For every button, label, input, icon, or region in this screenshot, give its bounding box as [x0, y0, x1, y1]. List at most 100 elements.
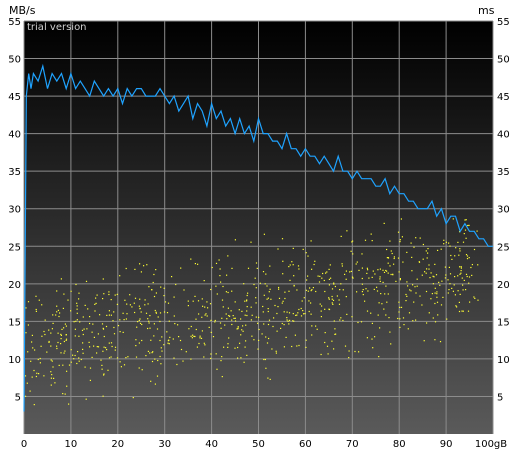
access-time-point — [119, 319, 121, 321]
access-time-point — [311, 289, 313, 291]
access-time-point — [241, 310, 243, 312]
access-time-point — [295, 314, 297, 316]
access-time-point — [180, 267, 182, 269]
access-time-point — [447, 279, 449, 281]
access-time-point — [147, 350, 149, 352]
access-time-point — [364, 239, 367, 241]
access-time-point — [286, 319, 288, 321]
access-time-point — [338, 303, 341, 305]
access-time-point — [103, 373, 105, 375]
access-time-point — [443, 243, 445, 245]
access-time-point — [477, 299, 479, 301]
access-time-point — [75, 283, 77, 286]
access-time-point — [74, 335, 76, 337]
access-time-point — [278, 297, 281, 299]
access-time-point — [281, 238, 284, 240]
access-time-point — [62, 393, 64, 395]
access-time-point — [89, 367, 92, 369]
access-time-point — [405, 293, 407, 296]
right-tick-label: 45 — [497, 92, 510, 103]
access-time-point — [421, 304, 423, 306]
access-time-point — [56, 311, 58, 313]
access-time-point — [194, 295, 196, 297]
access-time-point — [243, 361, 245, 363]
access-time-point — [144, 299, 146, 301]
access-time-point — [336, 295, 338, 297]
access-time-point — [201, 298, 203, 300]
access-time-point — [468, 224, 470, 226]
access-time-point — [354, 350, 356, 353]
watermark-label: trial version — [27, 22, 87, 33]
access-time-point — [282, 260, 284, 262]
access-time-point — [361, 267, 363, 269]
access-time-point — [365, 288, 367, 290]
access-time-point — [469, 301, 471, 303]
access-time-point — [310, 290, 312, 292]
access-time-point — [123, 319, 125, 321]
access-time-point — [244, 300, 246, 302]
access-time-point — [320, 310, 322, 312]
access-time-point — [258, 328, 260, 331]
access-time-point — [288, 323, 290, 325]
access-time-point — [150, 380, 152, 382]
access-time-point — [415, 237, 417, 239]
access-time-point — [58, 364, 60, 366]
access-time-point — [263, 233, 265, 235]
access-time-point — [399, 239, 401, 241]
access-time-point — [286, 311, 288, 313]
access-time-point — [227, 343, 229, 345]
access-time-point — [263, 294, 265, 296]
left-tick-label: 45 — [8, 92, 21, 103]
access-time-point — [373, 288, 375, 290]
access-time-point — [198, 342, 200, 345]
access-time-point — [51, 328, 53, 330]
access-time-point — [67, 299, 69, 301]
access-time-point — [31, 376, 33, 378]
access-time-point — [60, 352, 62, 354]
access-time-point — [153, 323, 155, 325]
access-time-point — [445, 241, 447, 243]
access-time-point — [197, 263, 199, 265]
access-time-point — [303, 313, 305, 315]
access-time-point — [257, 348, 259, 350]
access-time-point — [436, 293, 438, 295]
access-time-point — [65, 325, 67, 327]
access-time-point — [397, 257, 400, 259]
access-time-point — [381, 303, 383, 305]
access-time-point — [110, 314, 112, 316]
access-time-point — [163, 295, 165, 297]
access-time-point — [416, 285, 418, 287]
access-time-point — [371, 322, 373, 324]
access-time-point — [68, 364, 71, 366]
access-time-point — [406, 281, 408, 283]
access-time-point — [473, 296, 475, 298]
access-time-point — [416, 278, 418, 280]
access-time-point — [72, 354, 74, 356]
access-time-points — [24, 218, 479, 406]
access-time-point — [267, 377, 269, 379]
access-time-point — [358, 351, 360, 353]
access-time-point — [327, 353, 329, 355]
access-time-point — [284, 297, 286, 300]
access-time-point — [342, 289, 344, 291]
access-time-point — [428, 264, 430, 266]
access-time-point — [262, 305, 264, 308]
access-time-point — [224, 324, 226, 326]
access-time-point — [463, 233, 465, 235]
access-time-point — [332, 299, 335, 301]
access-time-point — [422, 243, 424, 246]
access-time-point — [78, 292, 80, 294]
access-time-point — [360, 321, 363, 323]
access-time-point — [159, 355, 161, 358]
access-time-point — [468, 282, 470, 284]
access-time-point — [210, 331, 212, 333]
access-time-point — [459, 266, 461, 268]
access-time-point — [63, 327, 65, 329]
access-time-point — [456, 306, 458, 308]
access-time-point — [451, 287, 453, 289]
access-time-point — [449, 245, 451, 247]
access-time-point — [33, 404, 35, 406]
access-time-point — [84, 366, 86, 368]
access-time-point — [246, 294, 248, 297]
access-time-point — [143, 265, 145, 267]
